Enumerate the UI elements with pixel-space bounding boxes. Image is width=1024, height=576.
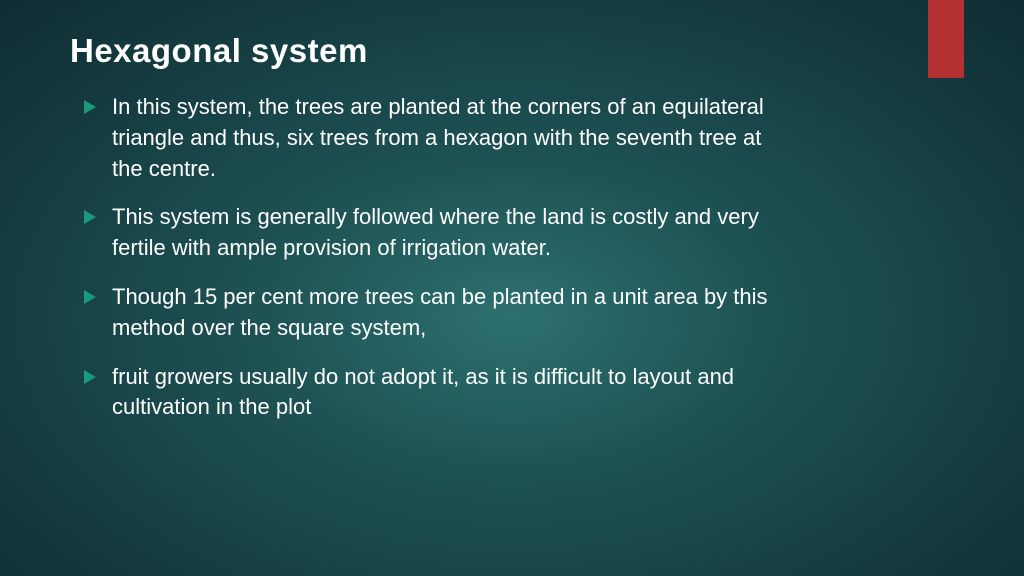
bullet-item: In this system, the trees are planted at…: [112, 92, 954, 184]
slide-container: Hexagonal system In this system, the tre…: [0, 0, 1024, 461]
bullet-item: This system is generally followed where …: [112, 202, 954, 264]
bullet-item: Though 15 per cent more trees can be pla…: [112, 282, 954, 344]
bullet-item: fruit growers usually do not adopt it, a…: [112, 362, 954, 424]
bullet-list: In this system, the trees are planted at…: [70, 92, 954, 423]
slide-title: Hexagonal system: [70, 32, 954, 70]
accent-bar: [928, 0, 964, 78]
